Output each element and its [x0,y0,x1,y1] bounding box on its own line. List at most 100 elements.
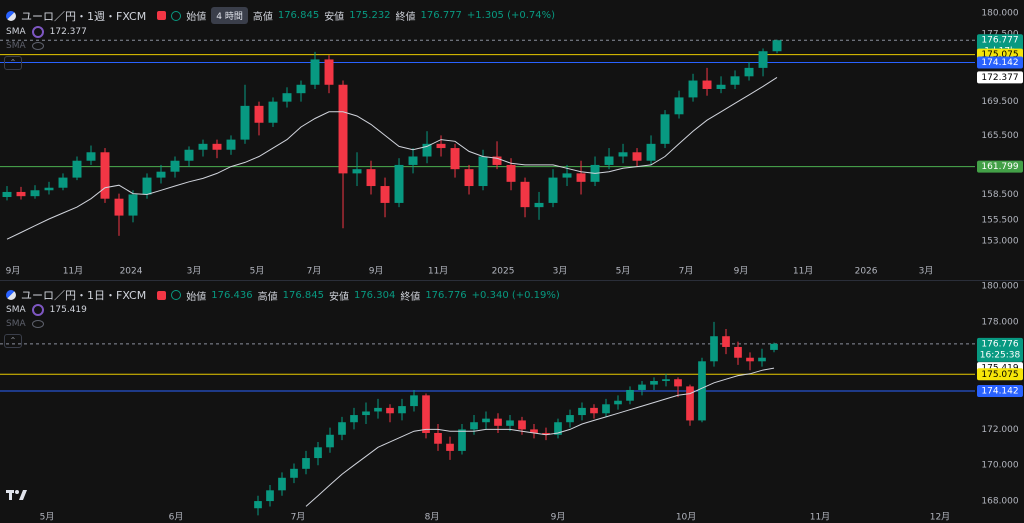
candle-body [72,160,82,178]
candle-body [632,152,642,161]
candle-body [450,148,460,170]
candle-body [2,191,12,198]
sma-line [305,367,775,507]
candle-body [604,156,614,165]
candle-body [562,173,572,178]
candle-body [730,76,740,85]
x-tick-label: 2025 [492,267,515,277]
market-status [157,11,167,20]
candle-body [100,152,110,199]
low-value: 176.304 [353,289,396,301]
candle-body [758,51,768,68]
indicator-name: SMA [6,41,26,51]
candle-body [58,177,68,188]
y-tick-label: 172.000 [981,425,1018,435]
candle-body [30,190,40,197]
symbol[interactable]: ユーロ／円・1日・FXCM [21,289,147,302]
x-tick-label: 5月 [40,512,55,523]
x-tick-label: 7月 [307,266,322,277]
price-tag-label: 175.075 [981,50,1018,60]
low-value: 175.232 [349,10,391,21]
candle-body [770,343,778,350]
candle-body [674,97,684,115]
x-tick-label: 7月 [291,512,306,523]
indicator-row[interactable]: SMA [6,319,44,329]
candle-body [464,169,474,187]
collapse-button[interactable]: ⌃ [4,334,22,348]
candle-body [674,379,682,387]
candle-body [662,379,670,382]
candle-body [434,432,442,444]
y-tick-label: 180.000 [981,282,1018,292]
price-tag [977,337,1023,362]
x-tick-label: 12月 [930,512,950,523]
candle-body [326,434,334,448]
candle-body [324,59,334,85]
candle-body [722,336,730,347]
x-tick-label: 3月 [187,266,202,277]
symbol-logo [6,10,16,21]
price-tag-label: 161.799 [981,162,1018,172]
candle-body [362,411,370,416]
candle-body [576,173,586,182]
candle-body [686,386,694,421]
high-value: 176.845 [282,289,324,301]
hidden-icon [31,320,44,328]
candle-body [542,432,550,435]
candle-body [530,429,538,433]
candle-body [408,156,418,165]
candle-body [314,447,322,459]
candle-body [436,143,446,149]
indicator-value: 175.419 [49,305,87,315]
indicator-name: SMA [6,27,26,37]
candle-body [478,156,488,187]
low-label: 安値 [324,12,345,23]
candle-body [350,415,358,423]
candle-body [380,186,390,203]
price-tag [977,368,1023,381]
candle-body [394,164,404,203]
indicator-row[interactable]: SMA 175.419 [6,304,87,316]
candle-body [520,181,530,208]
hidden-icon [31,42,44,50]
candle-body [422,395,430,433]
price-tag-note: 16:25:38 [980,350,1021,360]
candle-body [746,357,754,362]
candle-body [374,407,382,412]
price-tag [977,71,1023,84]
candle-body [114,198,124,216]
collapse-button[interactable]: ⌃ [4,56,22,70]
symbol[interactable]: ユーロ／円・1週・FXCM [21,9,147,23]
y-tick-label: 168.000 [981,497,1018,507]
high-label: 高値 [252,12,273,23]
candle-body [548,177,558,203]
candle-body [602,404,610,414]
indicator-row[interactable]: SMA [6,41,44,51]
indicator-row[interactable]: SMA 172.377 [6,26,87,38]
y-tick-label: 153.000 [981,236,1018,246]
low-label: 安値 [328,291,349,303]
candle-body [198,143,208,150]
symbol-logo [6,290,16,300]
candle-body [352,169,362,174]
interval-tooltip: 4 時間 [211,7,248,24]
candle-body [702,80,712,89]
indicator-name: SMA [6,305,26,315]
candle-body [566,415,574,423]
candle-body [386,407,394,414]
candle-body [254,501,262,509]
open-label: 始値 [186,291,207,303]
candle-body [470,422,478,430]
price-tag-label: 172.377 [981,73,1018,83]
candle-body [128,194,138,216]
x-tick-label: 2024 [120,267,143,277]
candle-body [650,381,658,385]
candle-body [268,101,278,123]
candle-body [254,105,264,123]
y-tick-label: 178.000 [981,317,1018,327]
x-tick-label: 5月 [250,266,265,277]
x-tick-label: 11月 [63,266,83,277]
price-tag-label: 174.142 [981,58,1018,68]
candle-body [86,152,96,161]
indicator-icon [31,304,44,316]
